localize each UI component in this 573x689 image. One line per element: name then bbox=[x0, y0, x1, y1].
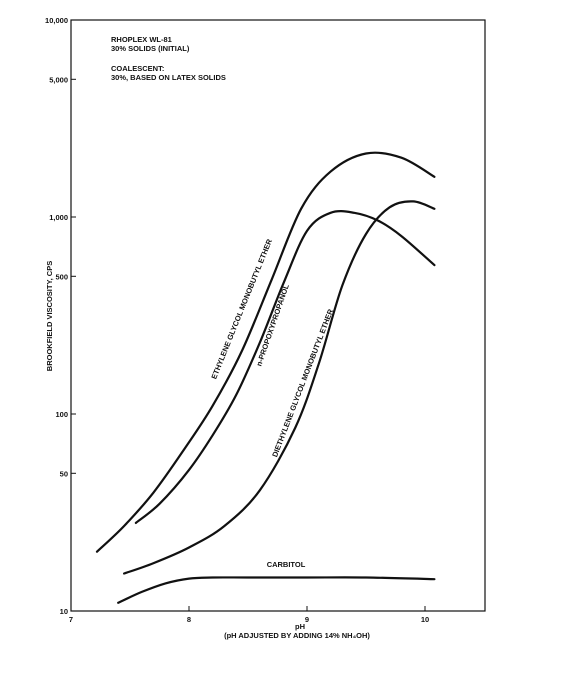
x-tick-label-3: 10 bbox=[421, 615, 429, 624]
series-label-carbitol: CARBITOL bbox=[267, 560, 306, 569]
tick-group bbox=[70, 19, 426, 612]
y-tick-label-3: 500 bbox=[55, 272, 68, 281]
x-tick-label-1: 8 bbox=[187, 615, 191, 624]
y-tick-label-0: 10 bbox=[60, 607, 68, 616]
series-label-group: ETHYLENE GLYCOL MONOBUTYL ETHERn-PROPOXY… bbox=[209, 237, 335, 569]
y-tick-label-5: 5,000 bbox=[49, 75, 68, 84]
series-group bbox=[95, 151, 436, 604]
plot-frame bbox=[70, 19, 486, 612]
y-tick-label-4: 1,000 bbox=[49, 213, 68, 222]
series-line-diethylene-glycol-monobutyl-ether bbox=[123, 200, 436, 575]
tick-label-group: 7 8 9 10 10 50 100 500 1,000 5,000 10,000 bbox=[45, 16, 429, 624]
series-line-n-propoxypropanol bbox=[134, 210, 436, 524]
annotation-coalescent-line-0: COALESCENT: bbox=[111, 64, 164, 73]
x-axis-label: pH bbox=[295, 622, 305, 631]
y-tick-label-1: 50 bbox=[60, 469, 68, 478]
annotation-product-line-0: RHOPLEX WL-81 bbox=[111, 35, 172, 44]
x-tick-label-0: 7 bbox=[69, 615, 73, 624]
y-tick-label-6: 10,000 bbox=[45, 16, 68, 25]
series-label-diethylene-glycol-monobutyl-ether: DIETHYLENE GLYCOL MONOBUTYL ETHER bbox=[270, 307, 335, 458]
y-tick-label-2: 100 bbox=[55, 410, 68, 419]
annotation-product-line-1: 30% SOLIDS (INITIAL) bbox=[111, 44, 190, 53]
series-line-ethylene-glycol-monobutyl-ether bbox=[95, 151, 436, 553]
x-tick-label-2: 9 bbox=[305, 615, 309, 624]
y-axis-label: BROOKFIELD VISCOSITY, CPS bbox=[45, 261, 54, 371]
annotation-coalescent-line-1: 30%, BASED ON LATEX SOLIDS bbox=[111, 73, 226, 82]
x-axis-sublabel: (pH ADJUSTED BY ADDING 14% NH₄OH) bbox=[224, 631, 370, 640]
series-label-n-propoxypropanol: n-PROPOXYPROPANOL bbox=[254, 283, 291, 368]
series-line-carbitol bbox=[117, 576, 436, 604]
